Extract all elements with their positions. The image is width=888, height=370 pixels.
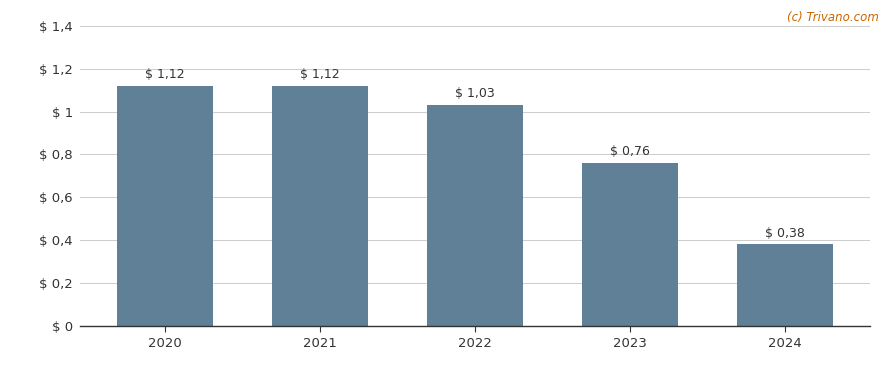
Text: $ 1,12: $ 1,12	[146, 68, 185, 81]
Text: $ 0,38: $ 0,38	[765, 226, 805, 239]
Text: $ 0,76: $ 0,76	[610, 145, 650, 158]
Bar	[427, 105, 523, 326]
Bar	[737, 244, 833, 326]
Text: $ 1,03: $ 1,03	[456, 87, 495, 100]
Bar	[582, 163, 678, 326]
Text: $ 1,12: $ 1,12	[300, 68, 340, 81]
Bar	[117, 86, 213, 326]
Bar	[272, 86, 369, 326]
Text: (c) Trivano.com: (c) Trivano.com	[788, 11, 879, 24]
